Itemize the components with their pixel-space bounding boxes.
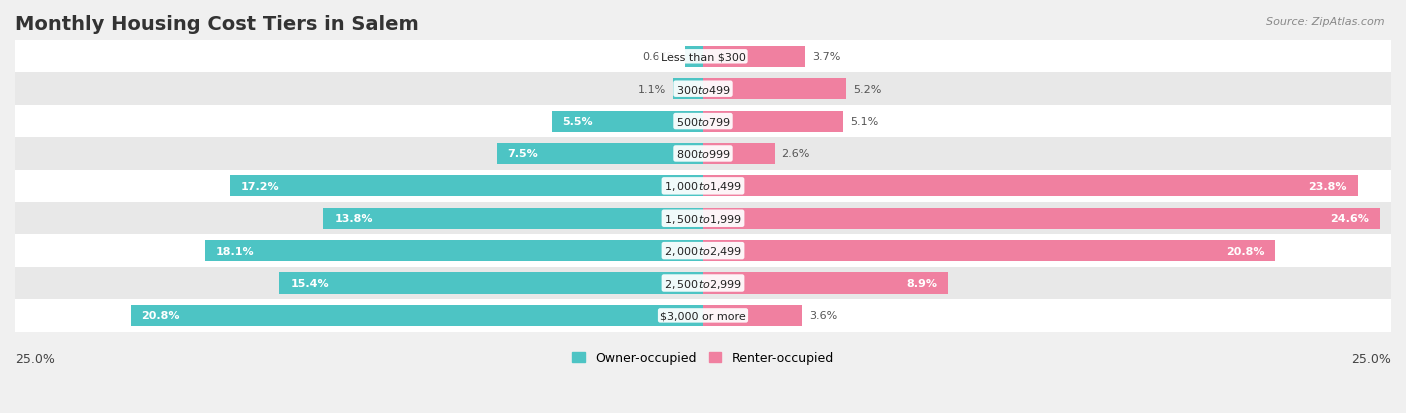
Bar [15,299,1391,332]
Text: 20.8%: 20.8% [1226,246,1264,256]
Bar [131,305,703,326]
Text: 25.0%: 25.0% [15,352,55,365]
Bar [703,176,1358,197]
Text: 17.2%: 17.2% [240,181,280,191]
Text: 5.1%: 5.1% [851,117,879,127]
Bar [703,208,1381,229]
Bar [496,144,703,165]
Bar [229,176,703,197]
Text: 8.9%: 8.9% [905,278,936,288]
Text: $800 to $999: $800 to $999 [675,148,731,160]
Bar [685,47,703,68]
Text: $3,000 or more: $3,000 or more [661,311,745,320]
Text: 15.4%: 15.4% [290,278,329,288]
Text: $2,000 to $2,499: $2,000 to $2,499 [664,244,742,257]
Text: 1.1%: 1.1% [637,85,666,95]
Text: $1,000 to $1,499: $1,000 to $1,499 [664,180,742,193]
Text: 7.5%: 7.5% [508,149,538,159]
Text: 0.67%: 0.67% [643,52,678,62]
Bar [672,79,703,100]
Bar [15,170,1391,202]
Text: 18.1%: 18.1% [217,246,254,256]
Bar [703,144,775,165]
Bar [15,267,1391,299]
Bar [703,240,1275,261]
Bar [703,111,844,132]
Bar [15,74,1391,106]
Text: 13.8%: 13.8% [335,214,373,224]
Text: $1,500 to $1,999: $1,500 to $1,999 [664,212,742,225]
Bar [280,273,703,294]
Text: Source: ZipAtlas.com: Source: ZipAtlas.com [1267,17,1385,26]
Text: 5.5%: 5.5% [562,117,593,127]
Bar [703,273,948,294]
Bar [15,106,1391,138]
Bar [15,41,1391,74]
Text: 3.6%: 3.6% [808,311,837,320]
Bar [15,202,1391,235]
Bar [15,138,1391,170]
Text: 5.2%: 5.2% [853,85,882,95]
Text: 20.8%: 20.8% [142,311,180,320]
Bar [551,111,703,132]
Text: Less than $300: Less than $300 [661,52,745,62]
Text: 2.6%: 2.6% [782,149,810,159]
Bar [703,79,846,100]
Bar [323,208,703,229]
Legend: Owner-occupied, Renter-occupied: Owner-occupied, Renter-occupied [568,346,838,369]
Text: $2,500 to $2,999: $2,500 to $2,999 [664,277,742,290]
Text: 3.7%: 3.7% [811,52,839,62]
Text: 24.6%: 24.6% [1330,214,1369,224]
Text: 25.0%: 25.0% [1351,352,1391,365]
Bar [703,305,801,326]
Bar [15,235,1391,267]
Text: $500 to $799: $500 to $799 [675,116,731,128]
Text: $300 to $499: $300 to $499 [675,83,731,95]
Text: Monthly Housing Cost Tiers in Salem: Monthly Housing Cost Tiers in Salem [15,15,419,34]
Bar [205,240,703,261]
Text: 23.8%: 23.8% [1309,181,1347,191]
Bar [703,47,804,68]
